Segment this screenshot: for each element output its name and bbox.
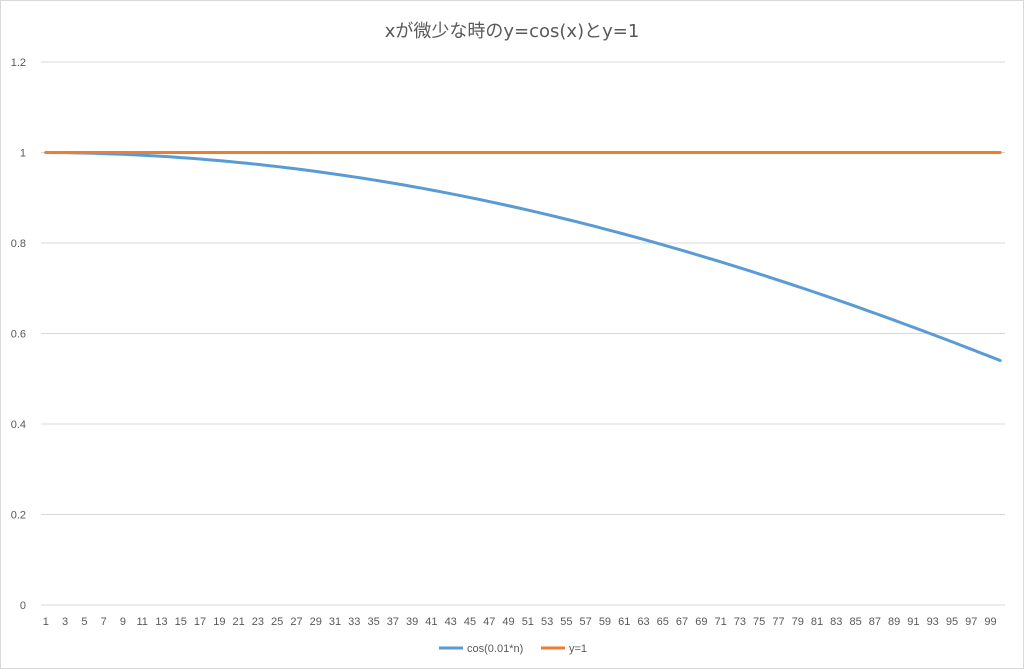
x-tick-label: 85: [849, 616, 861, 628]
x-tick-label: 91: [907, 616, 919, 628]
x-tick-label: 27: [290, 616, 302, 628]
x-tick-label: 75: [753, 616, 765, 628]
x-tick-label: 19: [213, 616, 225, 628]
legend: cos(0.01*n) y=1: [439, 643, 587, 655]
x-tick-label: 21: [232, 616, 244, 628]
y-tick-label: 1.2: [11, 57, 26, 69]
x-tick-label: 47: [483, 616, 495, 628]
x-tick-label: 17: [194, 616, 206, 628]
x-tick-label: 69: [695, 616, 707, 628]
x-tick-label: 81: [811, 616, 823, 628]
chart-title: xが微少な時のy=cos(x)とy=1: [384, 21, 640, 42]
x-tick-label: 9: [120, 616, 126, 628]
y-tick-label: 0.8: [11, 238, 26, 250]
x-tick-label: 29: [310, 616, 322, 628]
x-tick-label: 13: [155, 616, 167, 628]
x-tick-label: 37: [387, 616, 399, 628]
x-tick-label: 87: [869, 616, 881, 628]
x-tick-label: 49: [502, 616, 514, 628]
x-tick-label: 43: [445, 616, 457, 628]
x-tick-label: 83: [830, 616, 842, 628]
x-tick-label: 41: [425, 616, 437, 628]
x-tick-label: 99: [984, 616, 996, 628]
x-tick-label: 15: [175, 616, 187, 628]
axes: 00.20.40.60.811.21 3 5 7 9 11 13 15 17 19 21 23 25 27…: [11, 57, 1005, 628]
series-line-1: [44, 151, 1002, 363]
x-tick-label: 11: [137, 616, 148, 628]
y-tick-label: 0.4: [11, 419, 26, 431]
x-tick-label: 97: [965, 616, 977, 628]
y-tick-label: 0: [20, 600, 26, 612]
x-tick-label: 79: [792, 616, 804, 628]
x-tick-label: 73: [734, 616, 746, 628]
x-tick-label: 45: [464, 616, 476, 628]
x-tick-label: 3: [62, 616, 68, 628]
x-tick-label: 95: [946, 616, 958, 628]
x-tick-label: 57: [580, 616, 592, 628]
legend-label: cos(0.01*n): [467, 643, 523, 655]
y-tick-label: 0.6: [11, 329, 26, 341]
x-tick-label: 61: [618, 616, 630, 628]
x-tick-label: 51: [522, 616, 534, 628]
legend-label: y=1: [569, 643, 587, 655]
x-tick-label: 55: [560, 616, 572, 628]
x-tick-label: 93: [927, 616, 939, 628]
x-tick-label: 77: [772, 616, 784, 628]
x-tick-label: 31: [329, 616, 341, 628]
x-tick-label: 53: [541, 616, 553, 628]
x-tick-label: 25: [271, 616, 283, 628]
x-tick-label: 71: [714, 616, 726, 628]
x-tick-label: 35: [367, 616, 379, 628]
y-tick-label: 0.2: [11, 510, 26, 522]
gridlines: [41, 61, 1005, 515]
x-tick-label: 39: [406, 616, 418, 628]
y-tick-label: 1: [20, 148, 26, 160]
series-lines: [44, 151, 1002, 363]
x-tick-label: 89: [888, 616, 900, 628]
x-tick-label: 1: [43, 616, 49, 628]
x-tick-label: 5: [81, 616, 87, 628]
x-tick-label: 59: [599, 616, 611, 628]
x-tick-label: 65: [657, 616, 669, 628]
x-tick-label: 33: [348, 616, 360, 628]
x-tick-label: 67: [676, 616, 688, 628]
x-tick-label: 23: [252, 616, 264, 628]
x-tick-label: 63: [637, 616, 649, 628]
x-tick-label: 7: [101, 616, 107, 628]
